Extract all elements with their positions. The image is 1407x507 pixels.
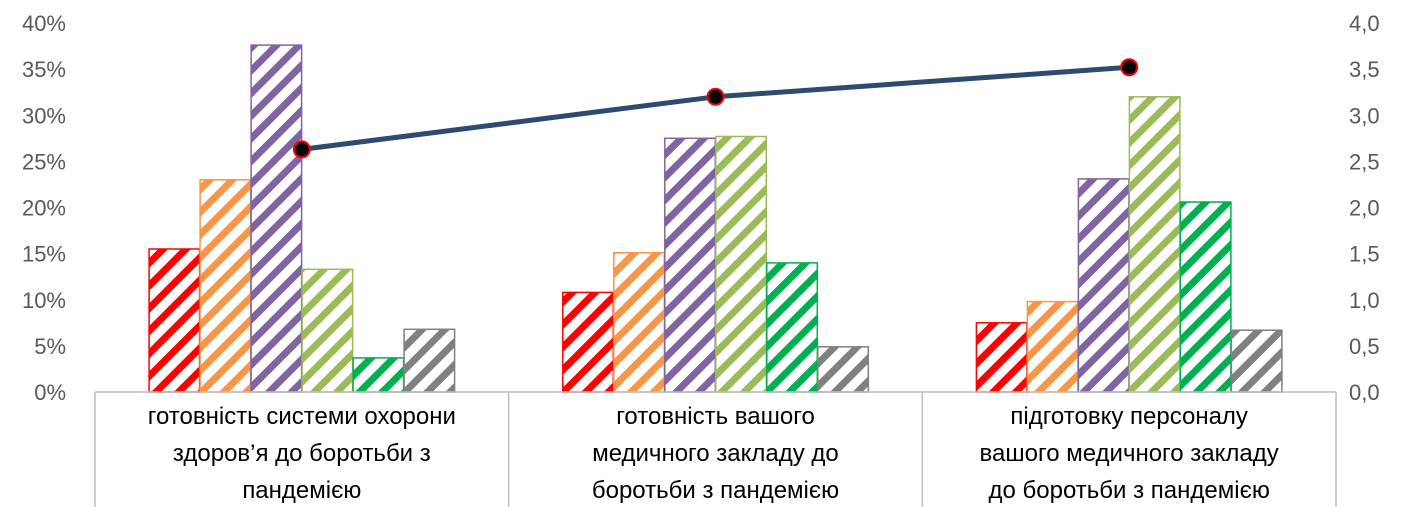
bar (403, 328, 456, 393)
y-tick-label: 25% (22, 149, 66, 174)
y2-tick-label: 3,0 (1349, 103, 1380, 128)
x-axis (94, 391, 1337, 507)
bar (1128, 96, 1181, 393)
y2-tick-label: 3,5 (1349, 57, 1380, 82)
line-marker (1120, 58, 1139, 77)
y2-tick-label: 4,0 (1349, 11, 1380, 36)
bars (148, 44, 1283, 393)
y2-tick-label: 2,0 (1349, 196, 1380, 221)
bar (975, 322, 1028, 393)
bar (562, 291, 615, 393)
y-tick-label: 30% (22, 103, 66, 128)
y-tick-label: 5% (34, 334, 66, 359)
category-label: готовність системи охорони здоров’я до бо… (148, 403, 456, 504)
bar (301, 268, 354, 393)
bar (1026, 300, 1079, 393)
y-axis-right: 0,0 0,5 1,0 1,5 2,0 2,5 3,0 3,5 4,0 (1349, 11, 1380, 405)
y-tick-label: 15% (22, 242, 66, 267)
bar (1230, 329, 1283, 393)
y2-tick-label: 2,5 (1349, 149, 1380, 174)
bar (766, 262, 819, 393)
category-label: підготовку персоналу вашого медичного зак… (980, 403, 1279, 504)
line-marker (706, 87, 725, 106)
y-tick-label: 0% (34, 380, 66, 405)
bar (199, 179, 252, 393)
bar (1179, 201, 1232, 393)
bar (148, 248, 201, 393)
bar (1077, 178, 1130, 393)
bar (664, 137, 717, 393)
y2-tick-label: 1,0 (1349, 288, 1380, 313)
y-tick-label: 35% (22, 57, 66, 82)
y-tick-label: 20% (22, 196, 66, 221)
bar (715, 135, 768, 393)
y2-tick-label: 0,5 (1349, 334, 1380, 359)
y2-tick-label: 0,0 (1349, 380, 1380, 405)
category-label: готовність вашого медичного закладу до бор… (592, 403, 839, 504)
mean-line (292, 58, 1139, 159)
bar (613, 251, 666, 393)
bar (250, 44, 303, 393)
line-marker (292, 140, 311, 159)
y-axis-left: 0% 5% 10% 15% 20% 25% 30% 35% 40% (22, 11, 66, 405)
bar (352, 357, 405, 393)
category-labels: готовність системи охорони здоров’я до бо… (148, 403, 1279, 504)
y2-tick-label: 1,5 (1349, 242, 1380, 267)
y-tick-label: 40% (22, 11, 66, 36)
bar (817, 346, 870, 393)
y-tick-label: 10% (22, 288, 66, 313)
